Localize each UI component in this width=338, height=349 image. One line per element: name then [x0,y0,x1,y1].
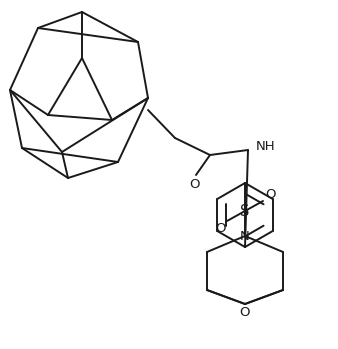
Text: O: O [265,187,275,200]
Text: O: O [215,222,225,235]
Text: O: O [189,178,199,191]
Text: S: S [240,203,250,218]
Text: O: O [240,306,250,319]
Text: N: N [240,230,250,243]
Text: NH: NH [256,140,275,153]
